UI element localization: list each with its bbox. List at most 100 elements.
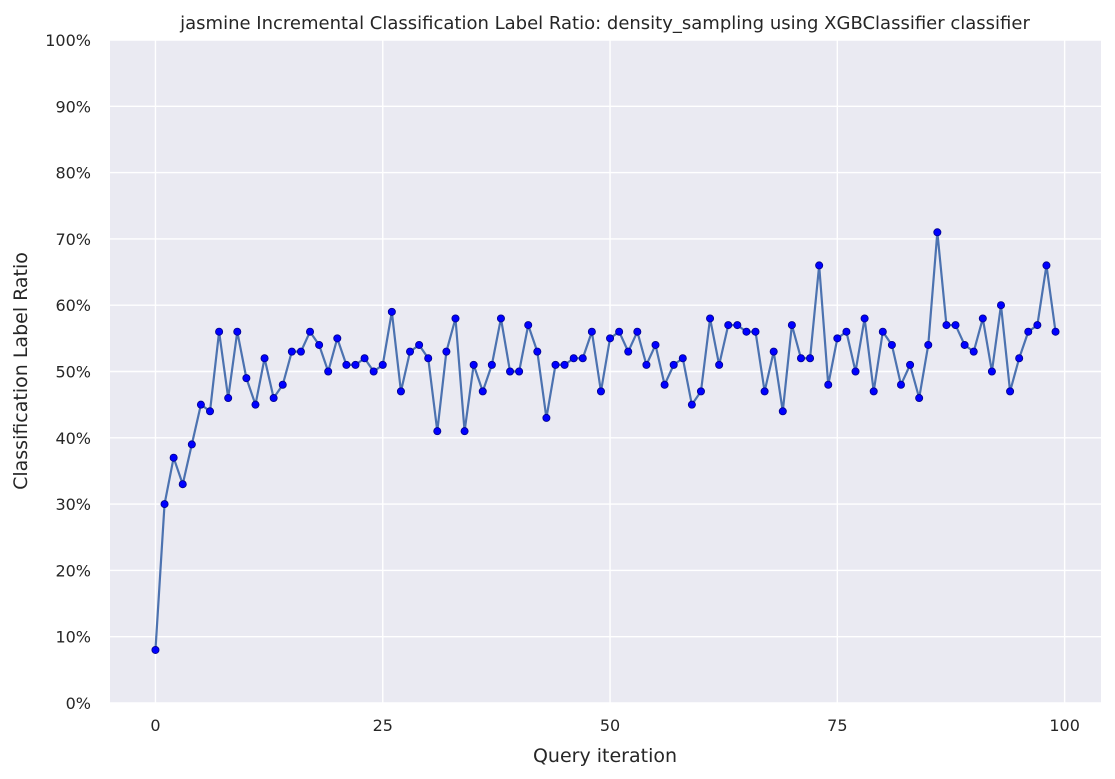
data-point (333, 334, 342, 343)
y-tick-labels: 0% 10% 20% 30% 40% 50% 60% 70% 80% 90% 100% (45, 31, 91, 713)
data-point (260, 354, 269, 363)
data-point (360, 354, 369, 363)
data-point (396, 387, 405, 396)
data-point (378, 360, 387, 369)
x-tick-label: 50 (600, 716, 620, 735)
data-point (1015, 354, 1024, 363)
data-point (942, 321, 951, 330)
data-point (1042, 261, 1051, 270)
data-point (887, 340, 896, 349)
data-point (1024, 327, 1033, 336)
data-point (596, 387, 605, 396)
data-point (824, 380, 833, 389)
data-point (933, 228, 942, 237)
data-point (506, 367, 515, 376)
data-point (487, 360, 496, 369)
y-tick-label: 40% (55, 429, 91, 448)
data-point (578, 354, 587, 363)
data-point (733, 321, 742, 330)
y-tick-label: 50% (55, 363, 91, 382)
data-point (951, 321, 960, 330)
data-point (833, 334, 842, 343)
x-tick-label: 0 (150, 716, 160, 735)
data-point (696, 387, 705, 396)
data-point (760, 387, 769, 396)
data-point (906, 360, 915, 369)
x-tick-label: 75 (827, 716, 847, 735)
data-point (569, 354, 578, 363)
data-point (642, 360, 651, 369)
data-point (787, 321, 796, 330)
data-point (524, 321, 533, 330)
data-point (324, 367, 333, 376)
data-point (196, 400, 205, 409)
data-point (624, 347, 633, 356)
data-point (1051, 327, 1060, 336)
data-point (860, 314, 869, 323)
y-tick-label: 0% (66, 694, 91, 713)
data-point (806, 354, 815, 363)
data-point (206, 407, 215, 416)
data-point (751, 327, 760, 336)
data-point (478, 387, 487, 396)
data-point (587, 327, 596, 336)
data-point (187, 440, 196, 449)
data-point (342, 360, 351, 369)
data-point (633, 327, 642, 336)
data-point (778, 407, 787, 416)
data-point (769, 347, 778, 356)
data-point (533, 347, 542, 356)
data-point (442, 347, 451, 356)
data-point (715, 360, 724, 369)
data-point (451, 314, 460, 323)
data-point (424, 354, 433, 363)
data-point (742, 327, 751, 336)
y-tick-label: 20% (55, 561, 91, 580)
data-point (915, 394, 924, 403)
data-point (996, 301, 1005, 310)
data-point (178, 480, 187, 489)
y-tick-label: 80% (55, 164, 91, 183)
chart-title: jasmine Incremental Classification Label… (179, 13, 1030, 34)
data-point (869, 387, 878, 396)
data-point (460, 427, 469, 436)
data-point (387, 307, 396, 316)
data-point (796, 354, 805, 363)
data-point (215, 327, 224, 336)
x-tick-labels: 0 25 50 75 100 (150, 716, 1080, 735)
x-axis-label: Query iteration (533, 745, 677, 767)
series-line (154, 231, 1057, 651)
data-point (296, 347, 305, 356)
grid (110, 39, 1101, 704)
data-point (851, 367, 860, 376)
data-point (724, 321, 733, 330)
data-point (315, 340, 324, 349)
data-point (987, 367, 996, 376)
data-point (269, 394, 278, 403)
data-point (1033, 321, 1042, 330)
data-point (969, 347, 978, 356)
data-point (415, 340, 424, 349)
y-tick-label: 90% (55, 97, 91, 116)
data-point (151, 645, 160, 654)
data-point (924, 340, 933, 349)
data-point (706, 314, 715, 323)
data-point (842, 327, 851, 336)
data-point (896, 380, 905, 389)
data-point (669, 360, 678, 369)
data-point (287, 347, 296, 356)
x-tick-label: 100 (1049, 716, 1080, 735)
series-layer (151, 228, 1060, 654)
data-point (496, 314, 505, 323)
data-point (160, 500, 169, 509)
data-point (351, 360, 360, 369)
data-point (233, 327, 242, 336)
x-tick-label: 25 (373, 716, 393, 735)
data-point (687, 400, 696, 409)
data-point (369, 367, 378, 376)
data-point (242, 374, 251, 383)
data-point (542, 413, 551, 422)
y-tick-label: 70% (55, 230, 91, 249)
data-point (960, 340, 969, 349)
